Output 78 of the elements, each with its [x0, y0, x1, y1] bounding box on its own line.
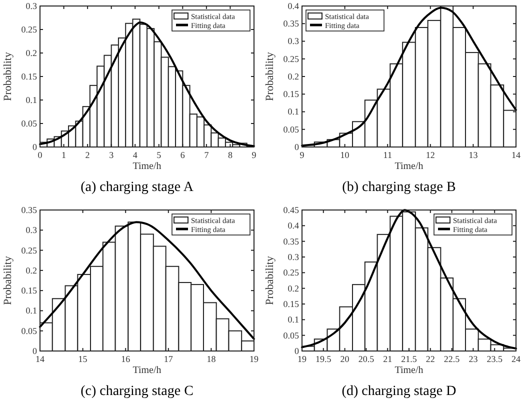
- y-tick-label: 0: [32, 142, 38, 152]
- y-tick-label: 0.3: [288, 252, 300, 262]
- x-tick-label: 12: [426, 150, 435, 160]
- x-tick-label: 19.5: [316, 354, 332, 364]
- y-tick-label: 0.35: [21, 204, 38, 215]
- x-tick-label: 20.5: [358, 354, 375, 364]
- x-tick-label: 22.5: [444, 354, 460, 364]
- text: (a) charging stage A: [80, 180, 194, 195]
- y-tick-label: 0.15: [21, 71, 38, 82]
- x-tick-label: 14: [512, 150, 521, 160]
- x-tick-label: 21: [383, 354, 392, 364]
- text: (b) charging stage B: [342, 180, 456, 195]
- y-tick-label: 0.4: [288, 0, 300, 11]
- y-tick-label: 0.3: [26, 0, 38, 11]
- x-tick-label: 10: [340, 150, 350, 160]
- x-tick-label: 9: [252, 150, 257, 160]
- x-tick-label: 16: [121, 354, 131, 364]
- x-tick-label: 15: [78, 354, 88, 364]
- x-tick-label: 17: [164, 354, 174, 364]
- y-tick-label: 0.05: [21, 118, 38, 128]
- y-tick-label: 0: [294, 346, 300, 356]
- y-axis-title: Probability: [2, 52, 14, 101]
- y-tick-label: 0.35: [283, 18, 300, 29]
- x-tick-label: 21.5: [401, 354, 418, 364]
- y-tick-label: 0.05: [283, 124, 300, 134]
- x-tick-label: 3: [109, 150, 114, 160]
- y-tick-label: 0.25: [21, 24, 38, 34]
- y-tick-label: 0.4: [288, 220, 300, 231]
- x-tick-label: 20: [340, 354, 350, 364]
- x-tick-label: 4: [132, 150, 138, 160]
- y-tick-label: 0.25: [283, 268, 300, 278]
- y-tick-label: 0.2: [288, 71, 299, 82]
- x-tick-label: 7: [204, 150, 210, 160]
- y-tick-label: 0.1: [288, 106, 299, 117]
- x-tick-label: 24: [512, 354, 521, 364]
- y-tick-label: 0.2: [26, 48, 37, 58]
- x-tick-label: 8: [228, 150, 233, 160]
- y-tick-label: 0.3: [26, 225, 38, 236]
- y-tick-label: 0.45: [283, 204, 300, 215]
- x-tick-label: 9: [300, 150, 305, 160]
- x-tick-label: 19: [250, 354, 259, 364]
- y-tick-label: 0.1: [288, 314, 299, 325]
- x-tick-label: 14: [36, 354, 45, 364]
- y-tick-label: 0.25: [283, 54, 300, 64]
- x-axis-title: Time/h: [132, 365, 162, 376]
- y-tick-label: 0: [32, 346, 38, 356]
- y-tick-label: 0.05: [283, 330, 300, 340]
- x-axis-title: Time/h: [132, 161, 162, 172]
- y-tick-label: 0.1: [26, 94, 37, 105]
- y-tick-label: 0.15: [283, 89, 300, 100]
- x-tick-label: 11: [383, 150, 392, 160]
- x-tick-label: 19: [298, 354, 307, 364]
- y-tick-label: 0.25: [21, 245, 38, 256]
- y-tick-label: 0.2: [26, 265, 37, 276]
- x-tick-label: 2: [85, 150, 90, 160]
- x-tick-label: 13: [468, 150, 478, 160]
- x-tick-label: 18: [206, 354, 216, 364]
- x-tick-label: 22: [426, 354, 435, 364]
- x-tick-label: 23.5: [486, 354, 503, 364]
- x-tick-label: 1: [62, 150, 66, 160]
- y-axis-title: Probability: [264, 256, 276, 305]
- y-tick-label: 0.3: [288, 36, 300, 46]
- y-tick-label: 0: [294, 142, 300, 152]
- y-axis-title: Probability: [264, 52, 276, 101]
- x-axis-title: Time/h: [394, 161, 424, 172]
- y-tick-label: 0.15: [21, 286, 38, 296]
- x-tick-label: 5: [156, 150, 162, 160]
- y-tick-label: 0.05: [21, 326, 38, 336]
- text: (d) charging stage D: [342, 384, 456, 399]
- y-tick-label: 0.15: [283, 298, 300, 309]
- y-tick-label: 0.35: [283, 236, 300, 246]
- y-tick-label: 0.1: [26, 306, 37, 316]
- x-tick-label: 23: [468, 354, 478, 364]
- text: (c) charging stage C: [80, 384, 194, 399]
- x-axis-title: Time/h: [394, 365, 424, 376]
- y-tick-label: 0.2: [288, 283, 299, 294]
- y-axis-title: Probability: [2, 256, 14, 305]
- x-tick-label: 6: [180, 150, 186, 160]
